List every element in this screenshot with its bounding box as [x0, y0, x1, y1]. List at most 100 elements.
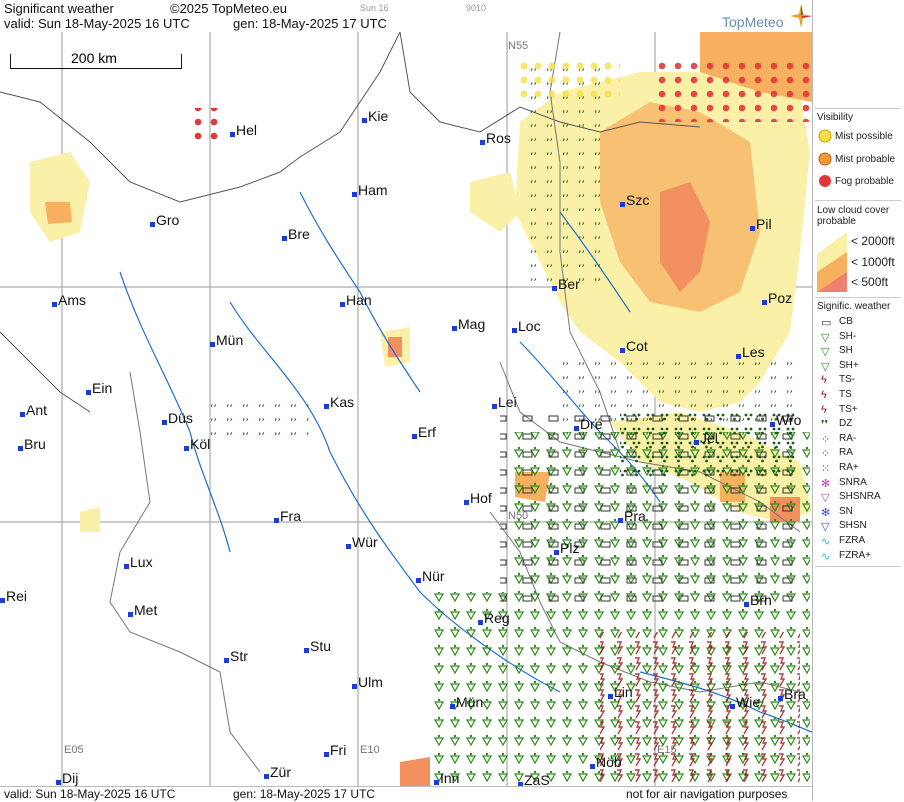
grid-label-e15: E15 [657, 744, 677, 756]
city-marker [778, 696, 783, 701]
city-label: Pra [624, 508, 646, 524]
legend-visibility-icons [818, 129, 832, 187]
legend-mist-probable: Mist probable [835, 154, 896, 165]
legend-weather-label: RA+ [839, 462, 859, 473]
legend-visibility-title: Visibility [817, 112, 853, 123]
city-marker [552, 286, 557, 291]
city-label: Kie [368, 108, 389, 124]
city-marker [620, 348, 625, 353]
city-marker [18, 446, 23, 451]
city-label: Dij [62, 770, 79, 786]
city-marker [554, 550, 559, 555]
city-marker [20, 412, 25, 417]
city-label: Ber [558, 276, 580, 292]
map-canvas: ,, [0, 32, 812, 786]
small-date: Sun 16 [360, 3, 389, 13]
city-marker [608, 694, 613, 699]
legend-weather-label: SN [839, 505, 853, 517]
legend-weather-icon: ⁘ [821, 433, 831, 446]
city-marker [736, 354, 741, 359]
city-marker [224, 658, 229, 663]
legend-weather-icon: ▭ [821, 317, 832, 329]
city-marker [574, 426, 579, 431]
city-marker [730, 704, 735, 709]
city-label: Bru [24, 436, 46, 452]
city-label: Stu [310, 638, 332, 654]
city-label: Fra [280, 508, 301, 524]
city-marker [412, 434, 417, 439]
city-marker [162, 420, 167, 425]
city-label: Lux [130, 554, 153, 570]
city-marker [450, 704, 455, 709]
legend-weather-title: Signific. weather [817, 301, 891, 312]
city-label: Ams [58, 292, 86, 308]
legend-mist-possible: Mist possible [835, 131, 893, 142]
city-label: Mag [458, 316, 486, 332]
city-label: Ham [358, 182, 388, 198]
footer-valid: valid: Sun 18-May-2025 16 UTC [4, 787, 176, 801]
legend-weather-label: DZ [839, 418, 853, 430]
legend-weather-label: SH- [839, 330, 857, 342]
city-marker [324, 752, 329, 757]
scale-bar: 200 km [10, 50, 182, 69]
weather-map[interactable]: ,, [0, 32, 812, 786]
city-marker [52, 302, 57, 307]
city-marker [56, 780, 61, 785]
city-label: Ulm [358, 674, 383, 690]
footer-gen: gen: 18-May-2025 17 UTC [233, 787, 376, 801]
compass-logo-icon [790, 4, 812, 28]
city-label: Inn [440, 770, 460, 786]
legend-weather-icon: ϟ [821, 403, 827, 416]
city-label: Gro [156, 212, 180, 228]
legend-weather-icon: ⁘ [821, 448, 831, 461]
city-marker [184, 446, 189, 451]
legend-weather-label: FZRA+ [839, 549, 871, 561]
legend-cloud-1000: < 1000ft [851, 255, 895, 269]
city-marker [464, 500, 469, 505]
city-marker [340, 302, 345, 307]
city-marker [744, 602, 749, 607]
legend-weather-icon: ϟ [821, 389, 827, 401]
city-label: Fri [330, 742, 347, 758]
city-marker [750, 226, 755, 231]
city-label: Met [134, 602, 158, 618]
city-marker [620, 202, 625, 207]
city-label: Wür [352, 534, 378, 550]
city-label: Kas [330, 394, 355, 410]
city-label: Jel [700, 430, 718, 446]
legend-cloud-swatches [817, 232, 847, 292]
legend-fog-probable: Fog probable [835, 176, 894, 187]
city-marker [452, 326, 457, 331]
grid-label-e05: E05 [64, 744, 84, 756]
city-label: Nöb [596, 754, 622, 770]
city-marker [694, 440, 699, 445]
city-label: Düs [168, 410, 193, 426]
city-label: Bra [784, 686, 806, 702]
legend-weather-label: SH [839, 345, 853, 357]
grid-label-n50: N50 [508, 510, 529, 522]
city-label: Str [230, 648, 248, 664]
city-marker [124, 564, 129, 569]
city-label: Rei [6, 588, 28, 604]
scale-label: 200 km [71, 50, 117, 66]
small-code: 9010 [466, 3, 487, 13]
city-marker [762, 300, 767, 305]
legend-weather-label: SH+ [839, 359, 859, 371]
city-marker [618, 518, 623, 523]
legend: Visibility Mist possible Mist probable F… [812, 0, 904, 801]
city-marker [362, 118, 367, 123]
city-label: Loc [518, 318, 541, 334]
legend-cloud-500: < 500ft [851, 275, 889, 289]
city-marker [264, 774, 269, 779]
city-label: Dre [580, 416, 603, 432]
disclaimer: not for air navigation purposes [626, 787, 788, 801]
legend-cloud-2000: < 2000ft [851, 234, 895, 248]
city-label: Bre [288, 226, 310, 242]
city-label: Ein [92, 380, 113, 396]
gen-time: gen: 18-May-2025 17 UTC [233, 16, 387, 31]
city-label: Wie [736, 694, 761, 710]
city-label: Poz [768, 290, 793, 306]
legend-weather-label: SHSN [839, 520, 867, 532]
city-marker [150, 222, 155, 227]
city-label: Brn [750, 592, 772, 608]
